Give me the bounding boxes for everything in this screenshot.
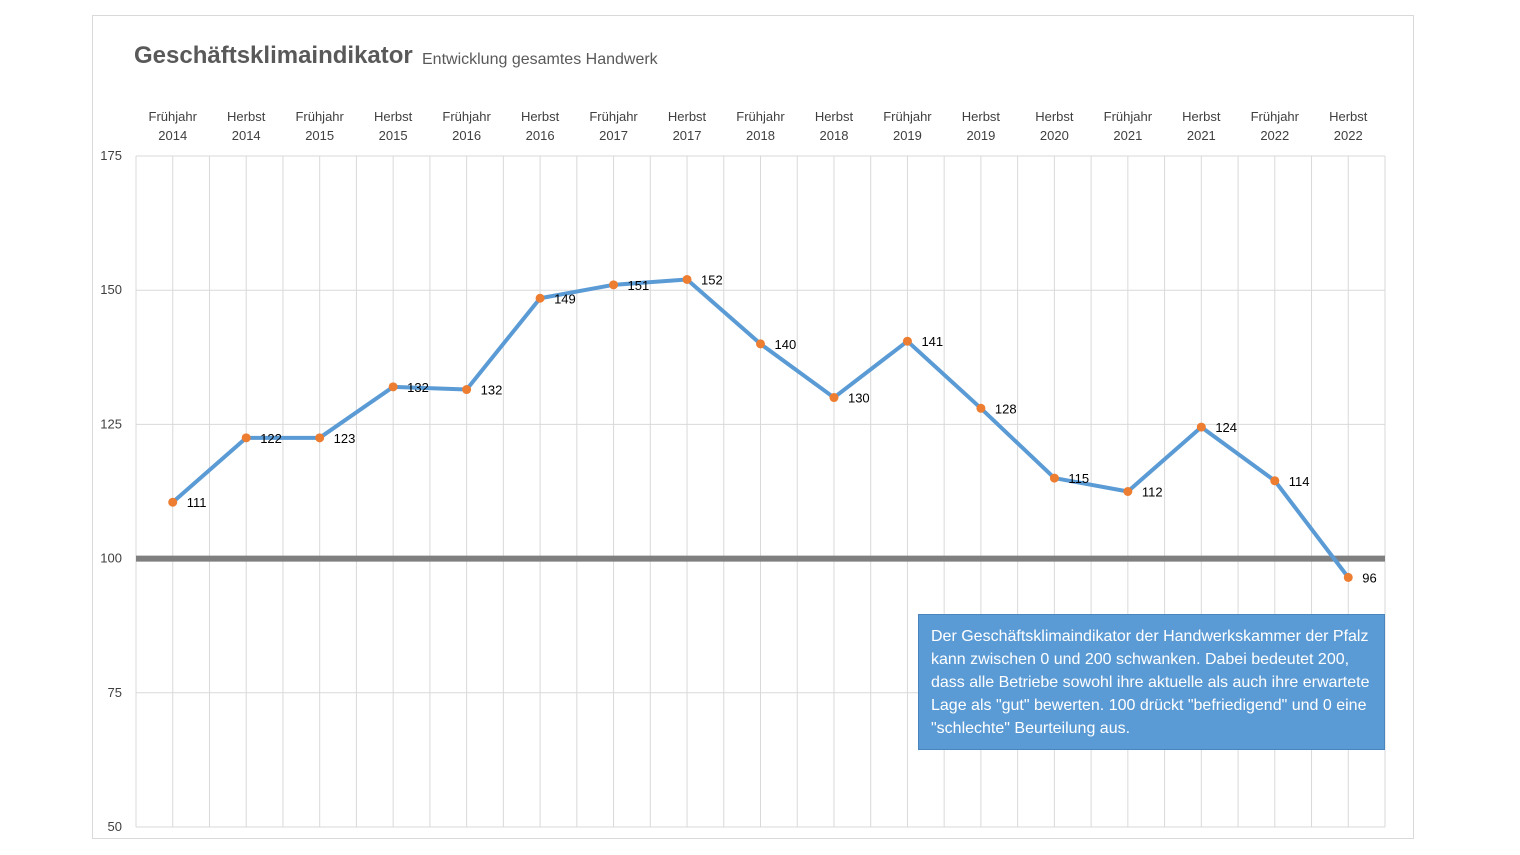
data-point: [976, 403, 986, 413]
x-tick-label: Frühjahr 2022: [1251, 109, 1300, 143]
y-tick-label: 50: [108, 819, 122, 834]
data-label: 124: [1215, 420, 1237, 435]
data-label: 132: [481, 383, 503, 398]
x-tick-label: Herbst 2017: [668, 109, 707, 143]
x-tick-label: Frühjahr 2021: [1104, 109, 1153, 143]
data-label: 149: [554, 291, 576, 306]
y-tick-label: 150: [100, 282, 122, 297]
x-tick-label: Frühjahr 2017: [589, 109, 638, 143]
data-label: 114: [1289, 474, 1310, 489]
y-tick-label: 175: [100, 148, 122, 163]
data-label: 96: [1362, 570, 1376, 585]
data-point: [829, 393, 839, 403]
data-point: [1049, 473, 1059, 483]
data-point: [388, 382, 398, 392]
x-tick-label: Frühjahr 2019: [883, 109, 932, 143]
y-tick-label: 125: [100, 416, 122, 431]
data-point: [1196, 422, 1206, 432]
x-tick-label: Herbst 2022: [1329, 109, 1368, 143]
data-point: [682, 274, 692, 284]
data-label: 122: [260, 431, 282, 446]
x-tick-label: Frühjahr 2015: [295, 109, 344, 143]
x-tick-label: Herbst 2014: [227, 109, 266, 143]
x-tick-label: Herbst 2019: [962, 109, 1001, 143]
data-label: 132: [407, 380, 429, 395]
data-label: 140: [775, 337, 797, 352]
data-label: 123: [334, 431, 356, 446]
data-label: 128: [995, 401, 1017, 416]
chart-frame: [92, 15, 1414, 839]
x-tick-label: Herbst 2021: [1182, 109, 1221, 143]
data-point: [462, 385, 472, 395]
data-point: [535, 293, 545, 303]
info-note: Der Geschäftsklimaindikator der Handwerk…: [918, 614, 1385, 750]
data-point: [315, 433, 325, 443]
x-tick-label: Herbst 2018: [815, 109, 854, 143]
x-tick-label: Herbst 2015: [374, 109, 413, 143]
chart-subtitle: Entwicklung gesamtes Handwerk: [422, 51, 658, 68]
data-point: [609, 280, 619, 290]
data-point: [1270, 476, 1280, 486]
data-point: [168, 497, 178, 507]
data-point: [756, 339, 765, 349]
x-tick-label: Herbst 2020: [1035, 109, 1074, 143]
data-label: 151: [628, 278, 650, 293]
x-tick-label: Frühjahr 2018: [736, 109, 785, 143]
y-tick-label: 75: [108, 685, 122, 700]
chart-title: Geschäftsklimaindikator: [134, 42, 413, 69]
data-label: 130: [848, 391, 870, 406]
y-tick-label: 100: [100, 551, 122, 566]
data-label: 152: [701, 272, 723, 287]
x-tick-label: Frühjahr 2016: [442, 109, 491, 143]
data-point: [241, 433, 251, 443]
data-label: 141: [921, 334, 943, 349]
x-tick-label: Frühjahr 2014: [149, 109, 198, 143]
data-label: 115: [1068, 471, 1089, 486]
data-label: 112: [1142, 485, 1163, 500]
data-point: [1343, 572, 1353, 582]
data-point: [902, 336, 912, 346]
data-label: 111: [187, 495, 207, 510]
data-point: [1123, 487, 1133, 496]
x-tick-label: Herbst 2016: [521, 109, 560, 143]
